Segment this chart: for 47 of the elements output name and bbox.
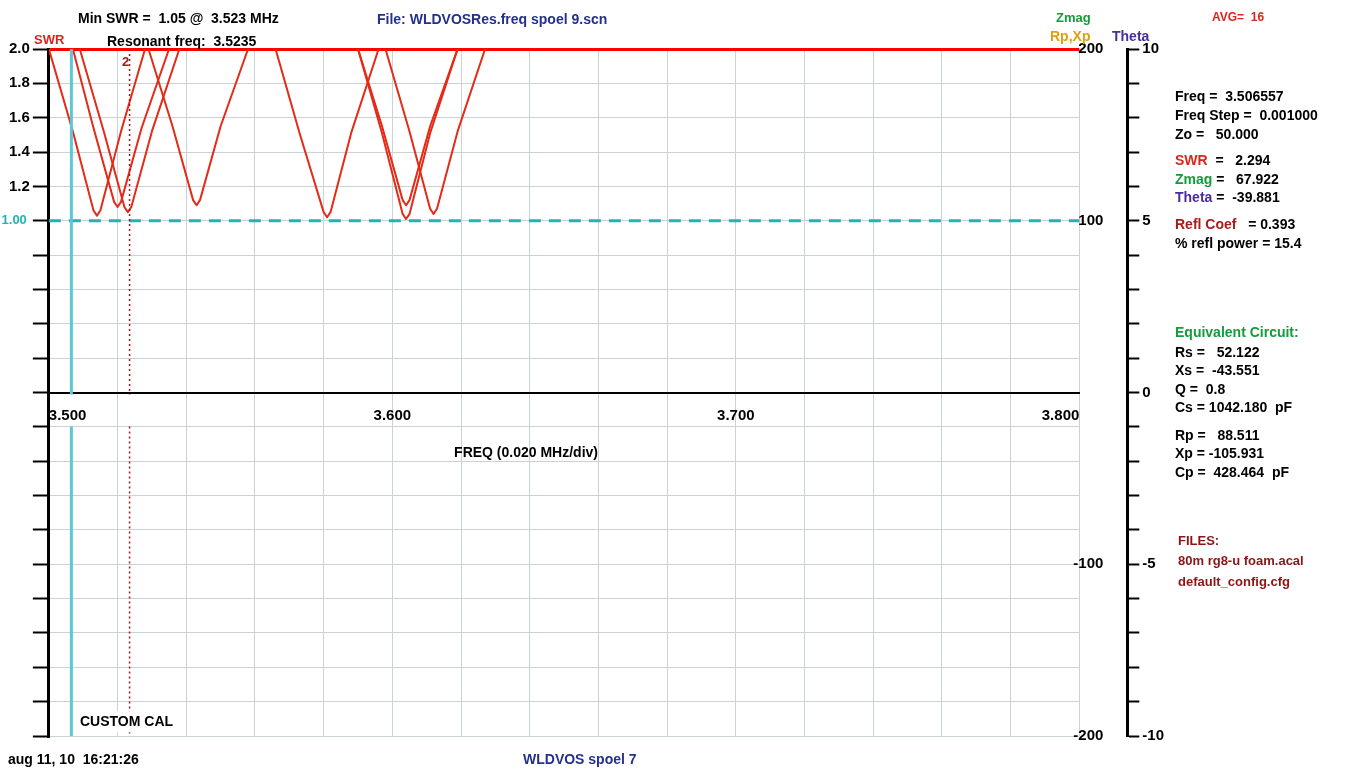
text: Equivalent Circuit: xyxy=(1175,324,1299,341)
y2-tick-label: 100 xyxy=(1078,210,1104,228)
text: Xp = -105.931 xyxy=(1175,445,1265,462)
y2-tick-label: -100 xyxy=(1073,554,1104,572)
y-axis-title: SWR xyxy=(34,31,65,48)
ref-line-label: 1.00 xyxy=(1,212,27,228)
text: Theta = -39.881 xyxy=(1175,189,1280,206)
y3-tick-label: -10 xyxy=(1142,726,1165,744)
text: Rp = 88.511 xyxy=(1175,427,1260,444)
y2-tick-label: -200 xyxy=(1073,726,1104,744)
text: WLDVOS spoel 7 xyxy=(523,751,637,768)
text: File: WLDVOSRes.freq spoel 9.scn xyxy=(377,11,608,28)
x-tick-label: 3.600 xyxy=(373,405,412,423)
text: Resonant freq: 3.5235 xyxy=(107,33,257,50)
x-tick-label: 3.700 xyxy=(717,405,755,423)
text: Zmag = 67.922 xyxy=(1175,171,1279,188)
x-tick-label: 3.500 xyxy=(48,405,87,423)
text: Min SWR = 1.05 @ 3.523 MHz xyxy=(78,10,279,27)
text: 80m rg8-u foam.acal xyxy=(1178,552,1304,569)
y-tick-label: 1.6 xyxy=(8,107,30,125)
y-tick-label: 1.2 xyxy=(8,176,30,194)
text: Freq Step = 0.001000 xyxy=(1175,107,1318,124)
y-tick-label: 2.0 xyxy=(8,39,30,57)
text: AVG= 16 xyxy=(1212,10,1265,25)
annotation: CUSTOM CAL xyxy=(74,711,180,733)
y3-tick-label: 0 xyxy=(1142,382,1151,400)
text: Xs = -43.551 xyxy=(1175,362,1260,379)
annotation: 2 xyxy=(121,54,130,70)
text: Refl Coef = 0.393 xyxy=(1175,216,1296,233)
y3-tick-label: 5 xyxy=(1142,210,1151,228)
text: Rs = 52.122 xyxy=(1175,344,1260,361)
text: % refl power = 15.4 xyxy=(1175,235,1302,252)
text: default_config.cfg xyxy=(1178,573,1290,590)
y2-axis-title: Zmag xyxy=(1056,9,1091,26)
text: FILES: xyxy=(1178,532,1220,549)
x-tick-label: 3.800 xyxy=(1041,405,1080,423)
x-axis-title: FREQ (0.020 MHz/div) xyxy=(454,444,598,461)
y-tick-label: 1.4 xyxy=(8,142,31,160)
y3-tick-label: -5 xyxy=(1142,554,1156,572)
y-tick-label: 1.8 xyxy=(8,73,30,91)
text: Cs = 1042.180 pF xyxy=(1175,399,1293,416)
text: Freq = 3.506557 xyxy=(1175,88,1284,105)
text: Cp = 428.464 pF xyxy=(1175,464,1289,481)
text: Zo = 50.000 xyxy=(1175,126,1259,143)
text: aug 11, 10 16:21:26 xyxy=(8,751,139,768)
text: Q = 0.8 xyxy=(1175,381,1226,398)
text: SWR = 2.294 xyxy=(1175,152,1271,169)
